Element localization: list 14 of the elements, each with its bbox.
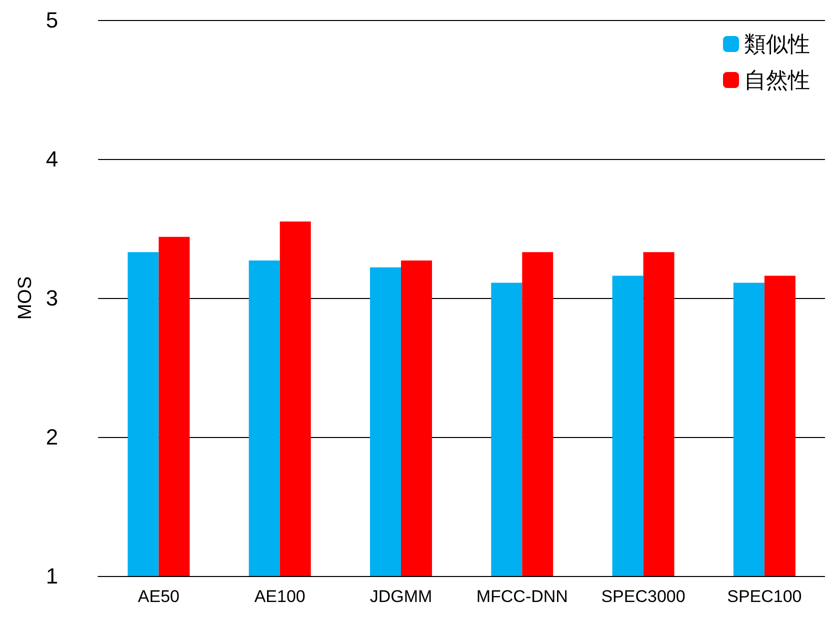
y-tick-label: 4 [46, 146, 58, 172]
x-tick-label: AE50 [138, 587, 180, 606]
y-tick-label: 3 [46, 286, 58, 310]
legend-label: 類似性 [744, 32, 810, 56]
x-tick-label: SPEC100 [727, 587, 802, 606]
y-axis-title: MOS [15, 276, 36, 320]
y-tick-label: 2 [46, 424, 58, 450]
y-tick-label: 5 [46, 8, 58, 32]
x-tick-label: MFCC-DNN [476, 587, 568, 606]
legend-label: 自然性 [744, 68, 810, 92]
x-tick-label: AE100 [254, 587, 306, 606]
x-tick-label: JDGMM [370, 587, 432, 606]
x-tick-label: SPEC3000 [601, 587, 686, 606]
y-tick-label: 1 [46, 564, 58, 588]
